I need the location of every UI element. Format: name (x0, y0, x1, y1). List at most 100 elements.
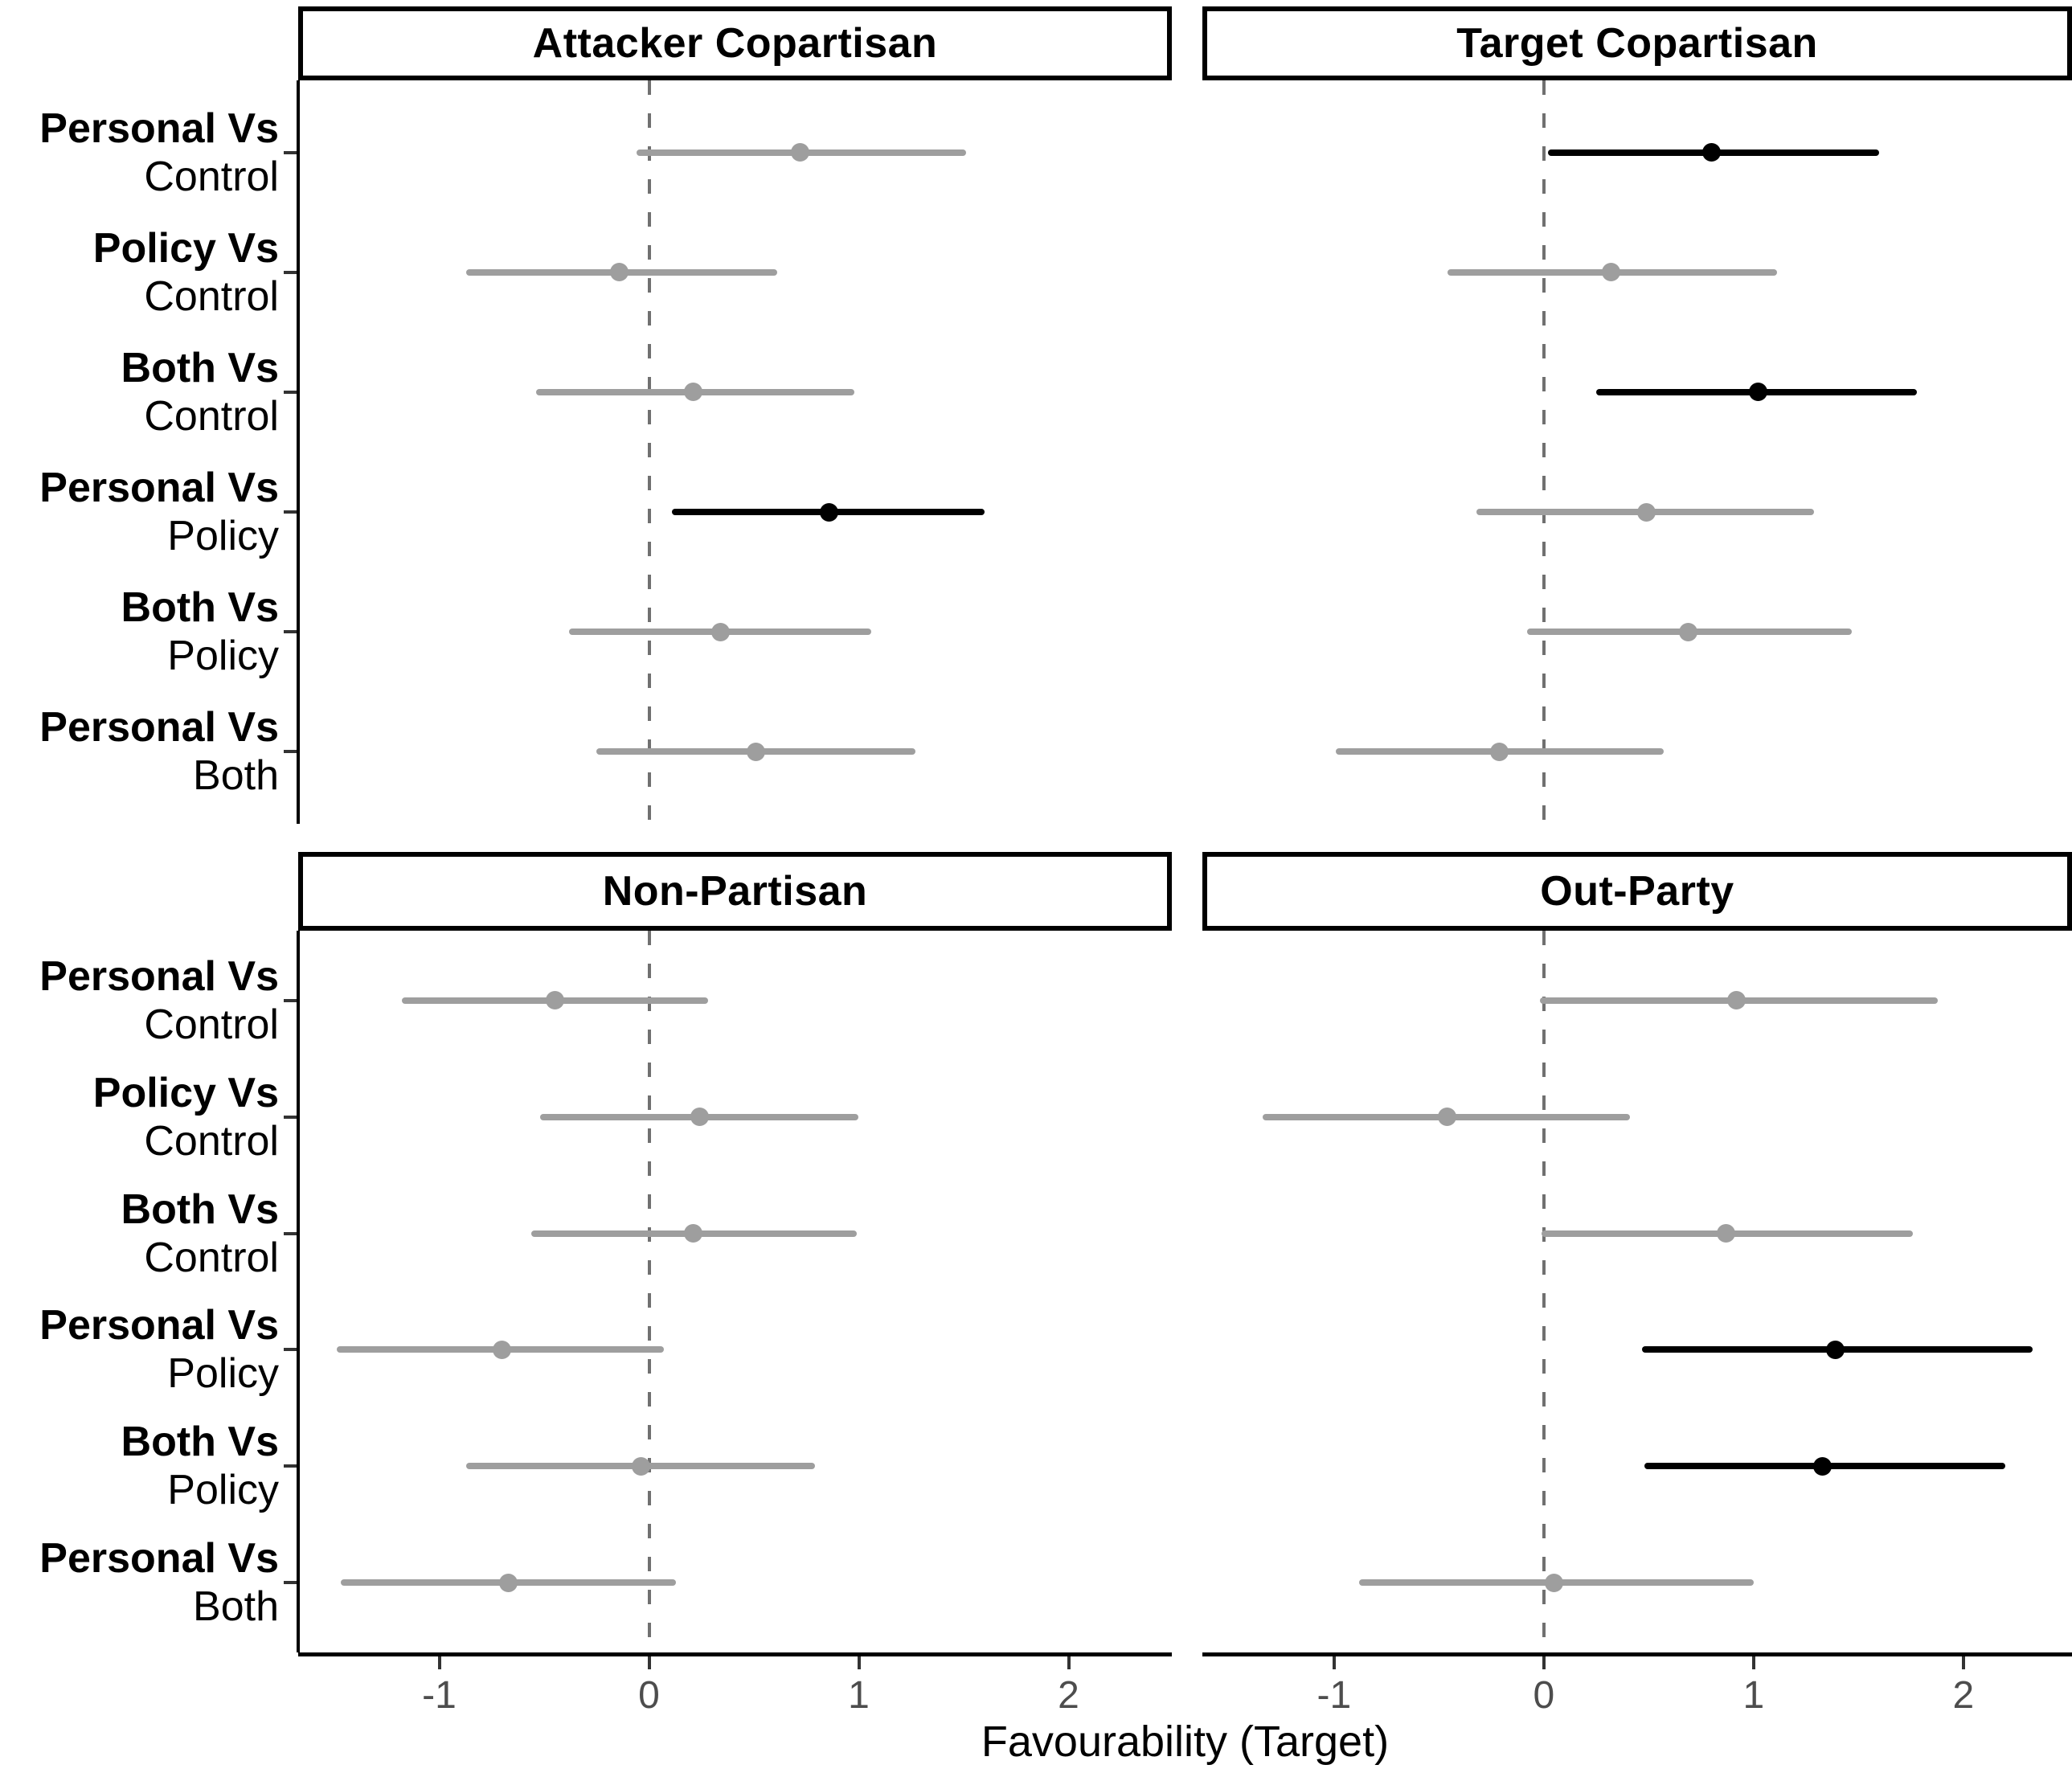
zero-reference-line (1542, 931, 1546, 1652)
point-estimate (1813, 1456, 1832, 1476)
row-label: Both Vs Policy (0, 583, 279, 680)
x-axis-tick (1751, 1656, 1755, 1669)
row-label: Personal Vs Policy (0, 464, 279, 560)
point-estimate (820, 502, 839, 522)
y-axis-line (297, 931, 300, 1652)
x-axis-line (1202, 1652, 2072, 1656)
row-label: Personal Vs Control (0, 952, 279, 1049)
facet-panel-attacker-copartisan (298, 80, 1172, 824)
row-label-baseline: Control (144, 153, 279, 200)
x-tick-label: 0 (638, 1674, 660, 1717)
point-estimate (690, 1108, 709, 1127)
y-axis-tick (284, 150, 297, 154)
row-label-comparison: Policy Vs (92, 1069, 279, 1116)
point-estimate (683, 383, 702, 402)
point-estimate (1679, 622, 1698, 641)
point-estimate (1438, 1108, 1457, 1127)
x-tick-label: 1 (1742, 1674, 1765, 1717)
x-axis-title: Favourability (Target) (981, 1718, 1390, 1766)
row-label-comparison: Personal Vs (39, 1535, 279, 1583)
x-tick-label: 0 (1533, 1674, 1555, 1717)
zero-reference-line (1542, 80, 1546, 824)
row-label-comparison: Personal Vs (39, 1302, 279, 1349)
y-axis-tick (284, 1464, 297, 1468)
point-estimate (683, 1224, 702, 1243)
row-label: Both Vs Policy (0, 1418, 279, 1514)
zero-reference-line (647, 931, 651, 1652)
row-label-baseline: Policy (167, 513, 279, 560)
point-estimate (1826, 1340, 1845, 1359)
row-label-comparison: Personal Vs (39, 104, 279, 152)
y-axis-tick (284, 630, 297, 634)
point-estimate (1637, 502, 1656, 522)
point-estimate (1727, 991, 1746, 1010)
point-estimate (499, 1573, 518, 1592)
row-label: Policy Vs Control (0, 224, 279, 321)
y-axis-tick (284, 510, 297, 514)
x-axis-tick (1542, 1656, 1546, 1669)
point-estimate (1601, 263, 1620, 282)
row-label: Policy Vs Control (0, 1069, 279, 1165)
row-label-comparison: Policy Vs (92, 224, 279, 272)
row-label-comparison: Both Vs (121, 1185, 279, 1233)
y-axis-tick (284, 1231, 297, 1235)
x-axis-tick (1067, 1656, 1071, 1669)
row-label-baseline: Policy (167, 1350, 279, 1398)
x-axis-tick (1961, 1656, 1965, 1669)
row-label-comparison: Personal Vs (39, 465, 279, 512)
x-tick-label: -1 (422, 1674, 457, 1717)
row-label-baseline: Control (144, 1117, 279, 1165)
point-estimate (710, 622, 730, 641)
x-tick-label: 1 (848, 1674, 870, 1717)
point-estimate (631, 1456, 650, 1476)
point-estimate (545, 991, 564, 1010)
row-label-baseline: Policy (167, 633, 279, 680)
y-axis-tick (284, 750, 297, 754)
x-axis-line (298, 1652, 1172, 1656)
row-label-baseline: Control (144, 1234, 279, 1281)
facet-strip-attacker-copartisan: Attacker Copartisan (298, 6, 1172, 80)
point-estimate (790, 143, 809, 162)
point-estimate (1748, 383, 1767, 402)
row-label-baseline: Policy (167, 1467, 279, 1514)
x-tick-label: -1 (1316, 1674, 1352, 1717)
row-label-comparison: Personal Vs (39, 952, 279, 1000)
row-label: Both Vs Control (0, 344, 279, 440)
point-estimate (747, 742, 766, 761)
row-label-baseline: Control (144, 272, 279, 320)
point-estimate (1702, 143, 1722, 162)
facet-panel-out-party (1202, 931, 2072, 1652)
row-label: Personal Vs Control (0, 104, 279, 201)
point-estimate (610, 263, 629, 282)
point-estimate (493, 1340, 512, 1359)
zero-reference-line (647, 80, 651, 824)
row-label-baseline: Both (193, 1583, 279, 1631)
facet-strip-target-copartisan: Target Copartisan (1202, 6, 2072, 80)
x-axis-tick (437, 1656, 441, 1669)
row-label-comparison: Personal Vs (39, 704, 279, 751)
row-label: Personal Vs Policy (0, 1301, 279, 1398)
row-label-baseline: Both (193, 752, 279, 800)
y-axis-tick (284, 1348, 297, 1352)
row-label: Personal Vs Both (0, 703, 279, 800)
point-estimate (1717, 1224, 1736, 1243)
row-label: Personal Vs Both (0, 1534, 279, 1631)
point-estimate (1545, 1573, 1564, 1592)
y-axis-tick (284, 998, 297, 1002)
y-axis-line (297, 80, 300, 824)
facet-strip-out-party: Out-Party (1202, 852, 2072, 931)
row-label-comparison: Both Vs (121, 584, 279, 632)
facet-strip-non-partisan: Non-Partisan (298, 852, 1172, 931)
y-axis-tick (284, 1115, 297, 1119)
y-axis-tick (284, 270, 297, 274)
facet-panel-target-copartisan (1202, 80, 2072, 824)
x-axis-tick (1332, 1656, 1336, 1669)
x-tick-label: 2 (1058, 1674, 1079, 1717)
x-axis-tick (647, 1656, 651, 1669)
row-label-baseline: Control (144, 392, 279, 440)
row-label-comparison: Both Vs (121, 344, 279, 391)
point-estimate (1490, 742, 1509, 761)
row-label-comparison: Both Vs (121, 1419, 279, 1466)
row-label-baseline: Control (144, 1001, 279, 1048)
